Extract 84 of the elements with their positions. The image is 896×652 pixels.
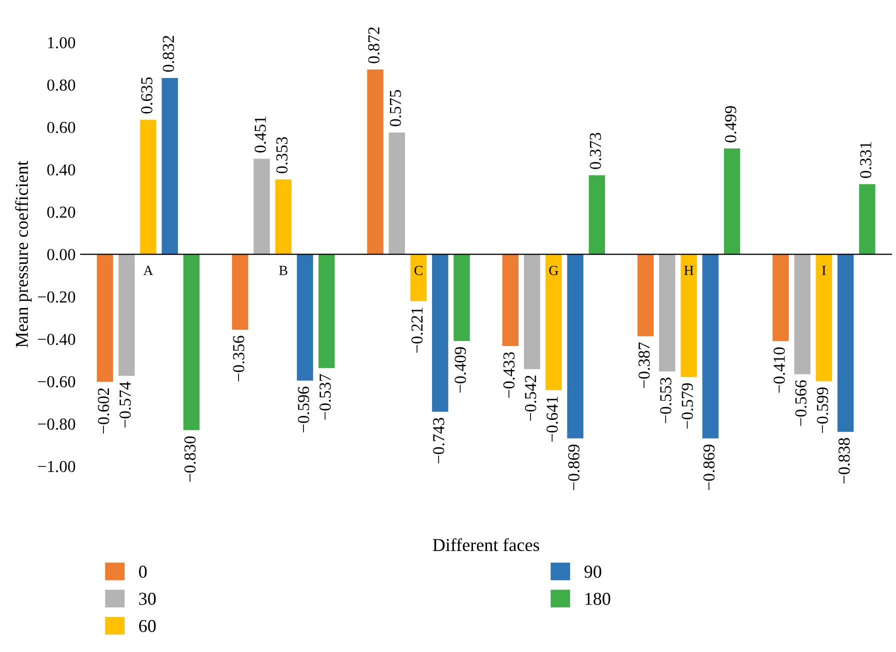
legend-label: 0 — [139, 566, 147, 578]
y-tick-label: 0.60 — [47, 122, 76, 134]
bar — [502, 254, 519, 346]
bar — [140, 120, 156, 254]
data-label: −0.599 — [816, 387, 828, 433]
data-label: 0.451 — [254, 116, 266, 153]
legend-label: 180 — [585, 592, 610, 605]
data-label: 0.331 — [860, 142, 872, 178]
data-label: −0.410 — [774, 347, 785, 393]
x-tick-label: A — [143, 266, 154, 276]
y-axis-title: Mean pressure coefficient — [15, 160, 32, 348]
y-tick-label: 0.20 — [47, 206, 76, 218]
bar — [524, 254, 540, 370]
bar — [96, 254, 114, 382]
data-label: 0.832 — [162, 36, 174, 72]
y-tick-label: 0.80 — [47, 79, 76, 91]
bar — [254, 158, 270, 254]
x-tick-label: B — [279, 266, 288, 276]
data-label: −0.409 — [454, 347, 466, 393]
data-label: −0.869 — [703, 444, 715, 490]
bar — [318, 254, 335, 368]
data-label: −0.869 — [568, 444, 580, 490]
bar — [637, 254, 654, 336]
data-label: −0.641 — [546, 396, 558, 442]
data-label: −0.830 — [184, 436, 196, 482]
data-label: −0.221 — [411, 308, 423, 353]
x-tick-label: H — [684, 266, 694, 276]
x-tick-label: C — [414, 266, 422, 276]
bar — [432, 254, 448, 412]
bar — [724, 148, 740, 254]
data-label: 0.635 — [141, 77, 152, 114]
bar — [702, 254, 719, 438]
bar — [794, 254, 810, 374]
bar — [588, 175, 606, 254]
x-axis-title: Different faces — [432, 538, 540, 552]
data-label: −0.596 — [298, 386, 310, 432]
y-tick-label: 1.00 — [48, 37, 76, 48]
data-label: 0.373 — [590, 132, 602, 170]
bar — [118, 254, 135, 376]
y-tick-label: −0.80 — [38, 418, 76, 430]
bar — [546, 254, 562, 390]
bar — [816, 254, 832, 382]
data-label: −0.743 — [433, 418, 444, 464]
bar — [837, 254, 854, 432]
bar — [659, 254, 676, 372]
bar — [162, 78, 178, 254]
bar — [410, 254, 427, 302]
y-tick-label: 0.00 — [47, 248, 76, 260]
data-label: 0.499 — [724, 106, 736, 142]
bar — [232, 254, 248, 330]
data-label: −0.566 — [795, 380, 807, 426]
bar — [183, 254, 200, 430]
y-tick-label: −0.20 — [38, 291, 76, 303]
data-label: −0.574 — [120, 382, 131, 428]
y-tick-label: −1.00 — [38, 460, 76, 472]
x-tick-label: G — [549, 266, 558, 276]
bar — [454, 254, 470, 341]
bar — [296, 254, 314, 381]
y-tick-label: −0.60 — [38, 376, 76, 388]
bar — [567, 254, 584, 438]
bar — [859, 184, 876, 254]
data-label: −0.537 — [320, 374, 331, 420]
data-label: −0.838 — [838, 438, 850, 484]
data-label: −0.356 — [233, 336, 244, 382]
data-label: −0.579 — [682, 383, 694, 429]
data-label: −0.387 — [638, 342, 650, 388]
bar — [367, 70, 384, 254]
legend-label: 30 — [139, 592, 156, 605]
data-label: 0.872 — [368, 27, 380, 64]
data-label: −0.433 — [503, 352, 515, 398]
legend-label: 90 — [584, 566, 602, 578]
data-label: −0.602 — [98, 388, 110, 434]
y-tick-label: −0.40 — [38, 334, 76, 346]
bar — [772, 254, 789, 342]
data-label: 0.575 — [390, 90, 402, 126]
bar — [275, 179, 292, 254]
x-tick-label: I — [822, 266, 826, 276]
data-label: −0.553 — [660, 378, 672, 424]
bar — [680, 254, 697, 377]
bar — [388, 132, 405, 254]
y-tick-label: 0.40 — [47, 164, 76, 176]
legend-label: 60 — [139, 620, 156, 632]
data-label: −0.542 — [524, 376, 536, 421]
data-label: 0.353 — [276, 137, 288, 174]
